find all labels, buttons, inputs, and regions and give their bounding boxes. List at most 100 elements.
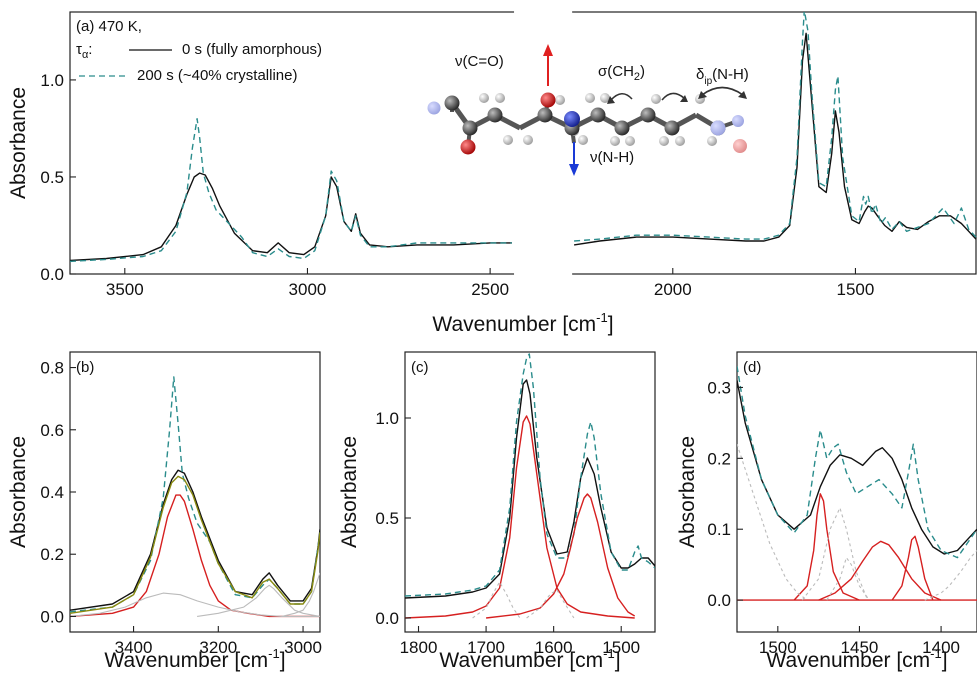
hydrogen-atom	[479, 93, 489, 103]
hydrogen-atom	[578, 135, 588, 145]
x-tick-label: 3400	[115, 638, 153, 657]
panel-a-xlabel: Wavenumber [cm-1]	[432, 310, 613, 336]
panel-a-ticks: 3500 3000 2500 2000 1500 0.0 0.5 1.0	[40, 10, 874, 299]
hydrogen-atom	[503, 135, 513, 145]
series-line-b-2	[70, 475, 320, 614]
nh-bend-arrow	[701, 86, 744, 96]
panel-c-ylabel: Absorbance	[338, 436, 361, 548]
hydrogen-atom	[585, 93, 595, 103]
panel-a-series	[70, 12, 977, 263]
nitrogen-atom-faded	[710, 120, 726, 136]
series-line-c-0	[405, 379, 655, 599]
y-tick-label: 0.0	[40, 607, 64, 626]
carbon-atom	[640, 107, 656, 123]
panel-d: 1500 1450 1400 0.0 0.1 0.2 0.3 (d) Wavenumber …	[676, 351, 977, 672]
ch2-wag-arrow	[661, 92, 685, 101]
hydrogen-atom	[625, 136, 635, 146]
x-tick-label: 1400	[922, 638, 960, 657]
panel-c-label: (c)	[411, 359, 429, 376]
x-tick-label: 1500	[602, 638, 640, 657]
hydrogen-atom	[675, 136, 685, 146]
panel-d-ticks: 1500 1450 1400 0.0 0.1 0.2 0.3	[707, 378, 960, 657]
legend-title: (a) 470 K,	[76, 18, 142, 35]
legend-label-crystalline: 200 s (~40% crystalline)	[137, 67, 298, 84]
x-tick-label: 1700	[467, 638, 505, 657]
x-tick-label: 1800	[400, 638, 438, 657]
panel-d-ylabel: Absorbance	[676, 436, 699, 548]
y-tick-label: 0.8	[40, 359, 64, 378]
series-line-d-8	[826, 557, 870, 601]
series-line-d-4	[891, 535, 934, 601]
series-line-d-2	[793, 493, 860, 601]
y-tick-label: 0.4	[40, 483, 64, 502]
panel-b-frame	[69, 351, 321, 633]
annotation-ch2-wag: σ(CH2)	[598, 63, 645, 83]
molecule-illustration	[427, 44, 747, 176]
x-tick-label: 1450	[841, 638, 879, 657]
carbon-atom	[444, 95, 460, 111]
carbon-atom-faded	[732, 115, 744, 127]
series-line-c-2	[405, 415, 635, 619]
panel-a: 3500 3000 2500 2000 1500 0.0 0.5 1.0 Wavenumber…	[7, 10, 977, 336]
series-line-c-1	[405, 353, 655, 597]
y-tick-label: 0.5	[40, 168, 64, 187]
oxygen-atom	[460, 139, 476, 155]
series-line-a-0	[70, 172, 512, 262]
series-line-d-7	[801, 507, 869, 601]
series-line-b-1	[70, 376, 320, 613]
hydrogen-atom	[707, 136, 717, 146]
nh-bend-arrowhead	[738, 91, 747, 99]
x-tick-label: 1600	[535, 638, 573, 657]
series-line-a-2	[573, 32, 977, 246]
panel-b: 3400 3200 3000 0.0 0.2 0.4 0.6 0.8 (b) Wavenumb…	[7, 351, 322, 672]
nitrogen-atom	[564, 111, 580, 127]
x-tick-label: 3000	[289, 280, 327, 299]
series-line-a-1	[70, 117, 512, 263]
series-line-b-0	[70, 469, 320, 611]
y-tick-label: 0.6	[40, 421, 64, 440]
y-tick-label: 1.0	[40, 71, 64, 90]
annotation-nh-bend: δip(N-H)	[696, 66, 749, 87]
hydrogen-atom	[610, 136, 620, 146]
series-line-d-6	[737, 444, 808, 601]
annotation-co-stretch: ν(C=O)	[455, 53, 504, 70]
panel-a-ylabel: Absorbance	[7, 87, 30, 199]
y-tick-label: 0.2	[707, 449, 731, 468]
panel-c-xlabel: Wavenumber [cm-1]	[439, 646, 620, 672]
carbon-atom	[590, 107, 606, 123]
carbon-atom	[614, 120, 630, 136]
panel-d-label: (d)	[743, 359, 761, 376]
legend-tau: τα:	[76, 41, 92, 61]
series-line-a-3	[574, 12, 977, 242]
series-line-c-3	[486, 493, 636, 619]
y-tick-label: 0.0	[40, 265, 64, 284]
co-stretch-arrowhead	[543, 44, 553, 56]
hydrogen-atom	[651, 94, 661, 104]
y-tick-label: 0.2	[40, 545, 64, 564]
panel-b-ylabel: Absorbance	[7, 436, 30, 548]
hydrogen-atom	[600, 93, 610, 103]
panel-c-series	[405, 353, 655, 619]
nh-bend-arrowhead	[698, 91, 707, 99]
carbon-atom	[462, 120, 478, 136]
y-tick-label: 0.3	[707, 378, 731, 397]
x-tick-label: 3000	[284, 638, 322, 657]
series-line-c-5	[526, 589, 575, 619]
panel-c-ticks: 1800 1700 1600 1500 0.0 0.5 1.0	[375, 409, 640, 657]
series-line-d-3	[818, 540, 942, 601]
oxygen-atom	[540, 92, 556, 108]
panel-d-frame	[736, 351, 977, 633]
series-line-d-9	[924, 550, 977, 601]
panel-b-label: (b)	[76, 359, 94, 376]
carbon-atom	[664, 120, 680, 136]
hydrogen-atom	[555, 95, 565, 105]
panel-b-ticks: 3400 3200 3000 0.0 0.2 0.4 0.6 0.8	[40, 359, 322, 657]
ch2-wag-arrow	[610, 92, 633, 101]
carbon-atom	[487, 107, 503, 123]
series-line-b-6	[281, 572, 320, 617]
panel-b-series	[70, 376, 320, 618]
x-tick-label: 2000	[654, 280, 692, 299]
panel-d-xlabel: Wavenumber [cm-1]	[766, 646, 947, 672]
axis-break	[514, 272, 573, 276]
x-tick-label: 3500	[106, 280, 144, 299]
